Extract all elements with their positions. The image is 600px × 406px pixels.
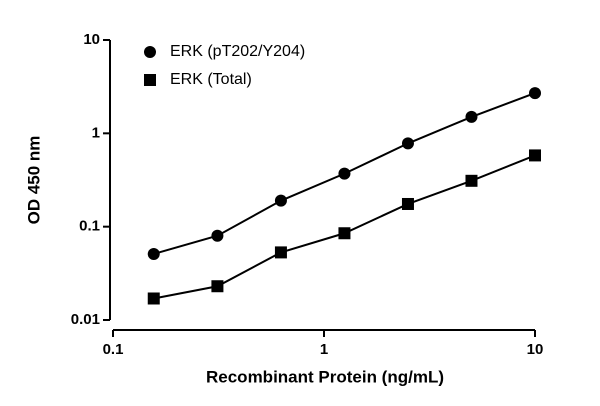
point <box>529 149 541 162</box>
legend-label: ERK (Total) <box>170 71 252 88</box>
legend-label: ERK (pT202/Y204) <box>170 43 305 60</box>
point <box>274 194 287 207</box>
point <box>401 197 414 210</box>
legend-marker <box>144 74 156 86</box>
y-tick-label: 10 <box>83 31 100 48</box>
point <box>465 110 478 123</box>
point <box>338 227 351 240</box>
point <box>211 280 224 293</box>
point <box>147 292 160 305</box>
y-tick-label: 0.1 <box>79 218 100 235</box>
y-axis-title: OD 450 nm <box>24 136 43 225</box>
x-tick-label: 1 <box>320 341 328 358</box>
point <box>274 246 287 259</box>
point <box>338 167 351 180</box>
point <box>465 174 478 187</box>
legend-marker <box>144 46 156 58</box>
point <box>211 229 224 242</box>
x-axis-title: Recombinant Protein (ng/mL) <box>206 367 444 386</box>
y-tick-label: 1 <box>92 124 100 141</box>
point <box>529 87 541 100</box>
y-tick-label: 0.01 <box>71 311 100 328</box>
x-tick-label: 0.1 <box>103 341 124 358</box>
point <box>147 247 160 260</box>
point <box>401 137 414 150</box>
x-tick-label: 10 <box>527 341 544 358</box>
